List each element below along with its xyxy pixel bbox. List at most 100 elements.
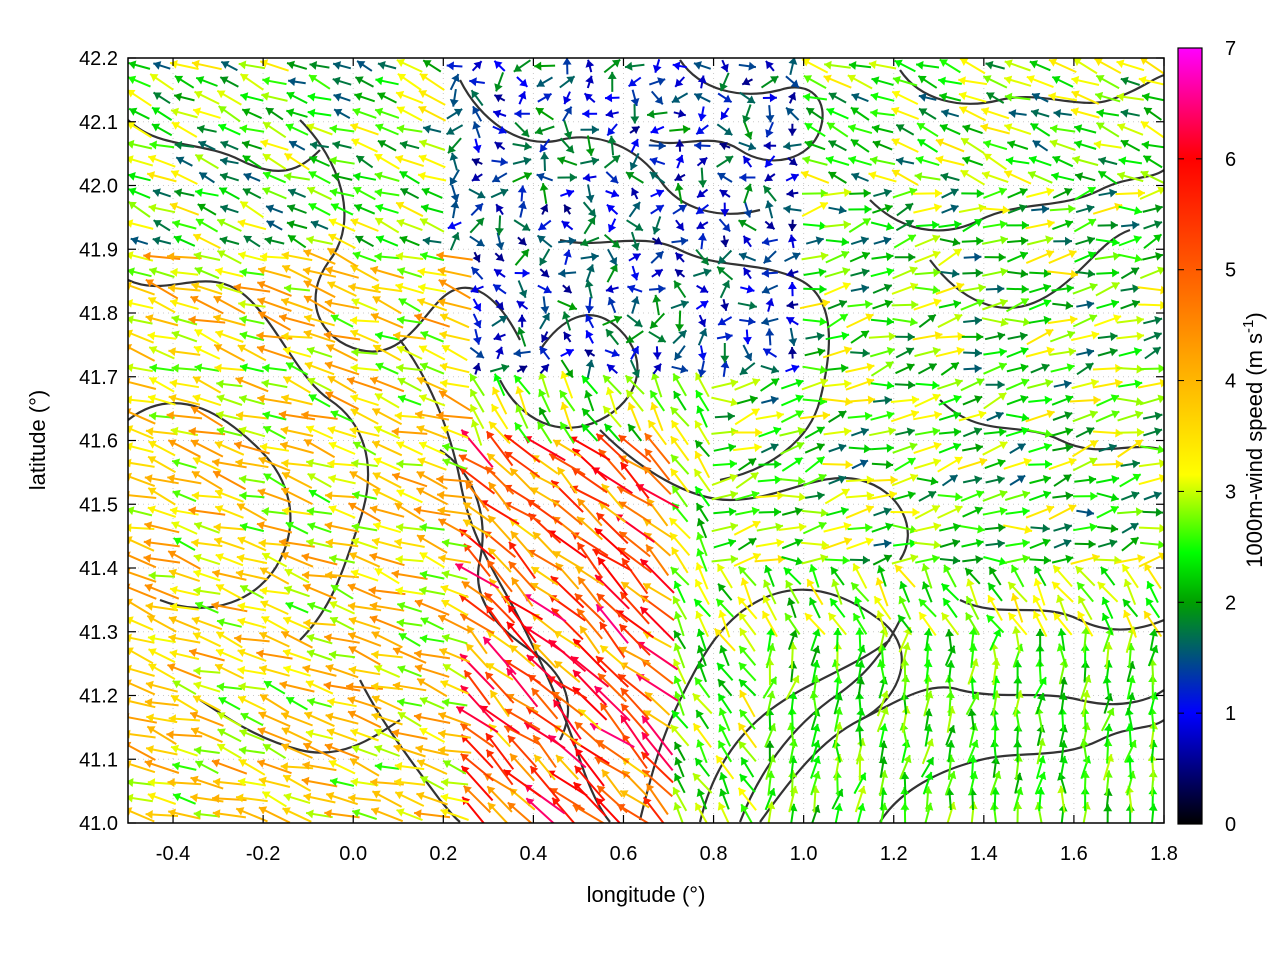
wind-arrow	[631, 187, 640, 200]
wind-arrow	[419, 727, 446, 743]
wind-arrow	[447, 137, 462, 154]
wind-arrow	[416, 791, 448, 806]
wind-arrow	[374, 252, 400, 262]
wind-arrow	[672, 204, 688, 215]
wind-arrow	[605, 328, 620, 346]
wind-arrow	[1026, 75, 1054, 89]
wind-arrow	[541, 331, 550, 343]
wind-arrow	[128, 679, 156, 696]
wind-arrow	[537, 284, 552, 294]
wind-arrow	[627, 423, 643, 442]
wind-arrow	[325, 538, 359, 548]
wind-arrow	[674, 173, 686, 182]
wind-arrow	[695, 502, 709, 522]
wind-arrow	[871, 443, 894, 453]
wind-arrow	[581, 375, 599, 395]
wind-arrow	[439, 330, 470, 342]
wind-arrow	[1142, 204, 1163, 213]
wind-arrow	[418, 154, 446, 169]
wind-arrow	[783, 204, 802, 214]
wind-arrow	[1007, 612, 1028, 636]
colorbar-tick-label: 5	[1225, 260, 1236, 282]
wind-arrow	[1051, 284, 1074, 293]
wind-arrow	[346, 376, 383, 392]
wind-arrow	[516, 326, 527, 347]
wind-arrow	[1007, 204, 1028, 214]
wind-arrow	[1138, 75, 1164, 86]
wind-arrow	[1029, 475, 1052, 485]
wind-arrow	[240, 712, 264, 727]
wind-arrow	[472, 138, 482, 153]
wind-arrow	[286, 220, 308, 230]
wind-arrow	[374, 744, 400, 757]
wind-arrow	[146, 725, 177, 745]
wind-arrow	[509, 467, 535, 494]
wind-arrow	[739, 316, 756, 326]
wind-arrow	[280, 487, 313, 505]
wind-arrow	[831, 659, 842, 684]
wind-arrow	[630, 345, 640, 360]
wind-arrow	[211, 601, 248, 613]
wind-arrow	[803, 268, 827, 277]
wind-arrow	[719, 72, 730, 92]
wind-arrow	[1140, 445, 1164, 454]
wind-arrow	[486, 452, 513, 477]
wind-arrow	[539, 312, 551, 330]
wind-arrow	[694, 802, 708, 823]
wind-arrow	[867, 475, 898, 485]
wind-arrow	[256, 759, 292, 775]
wind-arrow	[1101, 707, 1115, 732]
wind-arrow	[715, 598, 735, 618]
wind-arrow	[593, 685, 631, 722]
wind-arrow	[191, 491, 222, 501]
wind-arrow	[216, 711, 242, 727]
wind-arrow	[169, 60, 199, 70]
wind-arrow	[371, 537, 403, 550]
wind-arrow	[128, 425, 154, 440]
wind-arrow	[823, 74, 852, 89]
wind-arrow	[938, 248, 963, 267]
wind-arrow	[916, 122, 939, 138]
wind-arrow	[580, 236, 600, 247]
wind-arrow	[418, 441, 446, 456]
wind-arrow	[809, 564, 820, 588]
wind-arrow	[285, 123, 309, 136]
wind-arrow	[214, 489, 244, 503]
wind-arrow	[718, 609, 731, 638]
wind-arrow	[352, 107, 377, 119]
wind-arrow	[743, 183, 753, 204]
wind-arrow	[895, 156, 915, 166]
wind-arrow	[1138, 552, 1164, 568]
wind-arrow	[732, 428, 763, 437]
wind-arrow	[262, 121, 287, 139]
wind-arrow	[128, 395, 155, 405]
wind-arrow	[347, 631, 382, 647]
wind-arrow	[672, 786, 688, 812]
wind-arrow	[303, 329, 336, 344]
wind-arrow	[894, 252, 916, 262]
wind-arrow	[516, 300, 529, 310]
wind-arrow	[605, 171, 619, 184]
wind-arrow	[696, 284, 709, 294]
wind-arrow	[1080, 674, 1092, 701]
wind-arrow	[282, 376, 311, 394]
wind-arrow	[371, 695, 403, 712]
wind-arrow	[873, 539, 892, 549]
wind-arrow	[353, 92, 376, 103]
wind-arrow	[649, 312, 666, 330]
wind-arrow	[286, 91, 308, 104]
wind-arrow	[1076, 508, 1095, 517]
wind-arrow	[1098, 188, 1117, 198]
wind-arrow	[595, 797, 622, 823]
wind-arrow	[1096, 108, 1120, 118]
wind-arrow	[464, 480, 490, 512]
wind-arrow	[264, 236, 285, 245]
wind-arrow	[801, 508, 829, 518]
wind-arrow	[350, 408, 379, 425]
wind-arrow	[283, 665, 311, 677]
wind-arrow	[576, 608, 603, 640]
wind-arrow	[779, 476, 806, 486]
wind-arrow	[280, 630, 313, 649]
wind-arrow	[738, 661, 757, 682]
wind-arrow	[1076, 348, 1095, 357]
